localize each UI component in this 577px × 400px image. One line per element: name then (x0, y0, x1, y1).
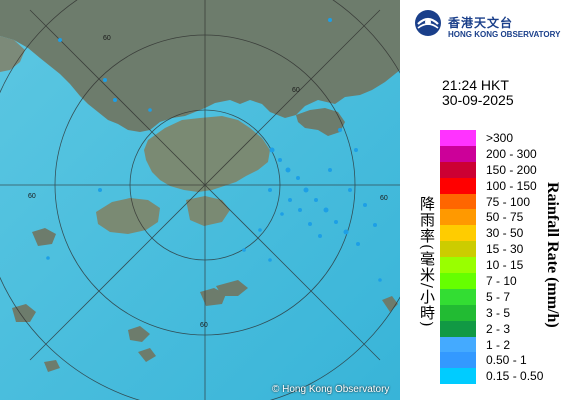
legend-row: 15 - 30 (440, 241, 575, 258)
legend-swatch (440, 241, 476, 258)
lantau-island (96, 198, 160, 234)
hko-logo: 香港天文台 HONG KONG OBSERVATORY (413, 8, 577, 39)
timestamp: 21:24 HKT 30-09-2025 (442, 78, 514, 108)
legend-label: 200 - 300 (486, 146, 537, 161)
legend-row: >300 (440, 130, 575, 146)
legend-label: 0.50 - 1 (486, 353, 527, 368)
legend-swatch (440, 257, 476, 274)
legend-swatch (440, 193, 476, 210)
range-label: 60 (103, 35, 111, 42)
legend-label: 10 - 15 (486, 258, 524, 273)
legend-swatch (440, 352, 476, 369)
legend-swatch (440, 161, 476, 178)
legend-label: 150 - 200 (486, 162, 537, 177)
legend-panel: 香港天文台 HONG KONG OBSERVATORY 21:24 HKT 30… (400, 0, 577, 400)
legend-swatch (440, 273, 476, 289)
range-labels: 60 60 60 60 60 (28, 35, 388, 329)
island-south (186, 196, 230, 226)
island-lower-left (128, 326, 150, 342)
legend-label: 30 - 50 (486, 226, 524, 241)
legend-title-cn: 降雨率(毫米/小時) (418, 196, 436, 328)
mainland-landmass (0, 0, 400, 132)
rainfall-legend: >300 200 - 300 150 - 200 100 - 150 75 - 100 5… (440, 130, 575, 385)
legend-row: 0.15 - 0.50 (440, 368, 575, 385)
legend-row: 7 - 10 (440, 273, 575, 289)
hko-logo-icon (415, 10, 441, 36)
range-label: 60 (380, 195, 388, 202)
legend-row: 200 - 300 (440, 145, 575, 162)
legend-swatch (440, 209, 476, 226)
island-sw (32, 228, 56, 246)
island-far-south (200, 288, 226, 306)
legend-label: 0.15 - 0.50 (486, 369, 544, 384)
island-south-west (12, 304, 36, 322)
legend-swatch (440, 304, 476, 321)
legend-row: 0.50 - 1 (440, 352, 575, 369)
hko-name-en: HONG KONG OBSERVATORY (448, 30, 561, 39)
legend-row: 10 - 15 (440, 257, 575, 274)
legend-row: 30 - 50 (440, 225, 575, 242)
radar-map-canvas: 60 60 60 60 60 (0, 0, 400, 400)
east-peninsula (296, 108, 345, 136)
legend-row: 75 - 100 (440, 193, 575, 210)
legend-swatch (440, 288, 476, 305)
legend-row: 50 - 75 (440, 209, 575, 226)
radar-echoes (46, 18, 382, 282)
island-south-east (216, 280, 248, 296)
legend-row: 1 - 2 (440, 336, 575, 353)
legend-label: 100 - 150 (486, 178, 537, 193)
legend-label: 7 - 10 (486, 274, 517, 289)
hk-island-main (144, 116, 270, 192)
legend-label: 50 - 75 (486, 210, 524, 225)
island-bottom-left (44, 360, 60, 372)
copyright-notice: © Hong Kong Observatory (272, 384, 390, 395)
range-label: 60 (292, 87, 300, 94)
hko-name-cn: 香港天文台 (448, 16, 514, 30)
legend-row: 150 - 200 (440, 161, 575, 178)
legend-label: 15 - 30 (486, 242, 524, 257)
island-right (382, 296, 398, 312)
legend-swatch (440, 225, 476, 242)
legend-row: 100 - 150 (440, 177, 575, 194)
legend-row: 2 - 3 (440, 320, 575, 337)
mainland-west-patch (0, 36, 25, 72)
island-lower-mid (138, 348, 156, 362)
legend-swatch (440, 320, 476, 337)
legend-label: 5 - 7 (486, 289, 511, 304)
radar-map: 60 60 60 60 60 © Hong Kong Observatory (0, 0, 400, 400)
legend-row: 5 - 7 (440, 288, 575, 305)
timestamp-date: 30-09-2025 (442, 92, 514, 108)
legend-swatch (440, 336, 476, 353)
legend-title-en: Rainfall Rate (mm/h) (544, 182, 561, 328)
legend-swatch (440, 177, 476, 194)
legend-label: 3 - 5 (486, 305, 511, 320)
legend-label: 2 - 3 (486, 321, 511, 336)
timestamp-time: 21:24 HKT (442, 77, 509, 93)
legend-label: >300 (486, 131, 514, 145)
range-label: 60 (28, 193, 36, 200)
legend-swatch (440, 368, 476, 385)
range-label: 60 (200, 322, 208, 329)
legend-swatch (440, 145, 476, 162)
range-rings (0, 0, 400, 400)
legend-row: 3 - 5 (440, 304, 575, 321)
legend-label: 1 - 2 (486, 337, 511, 352)
legend-label: 75 - 100 (486, 194, 531, 209)
legend-swatch (440, 130, 476, 146)
